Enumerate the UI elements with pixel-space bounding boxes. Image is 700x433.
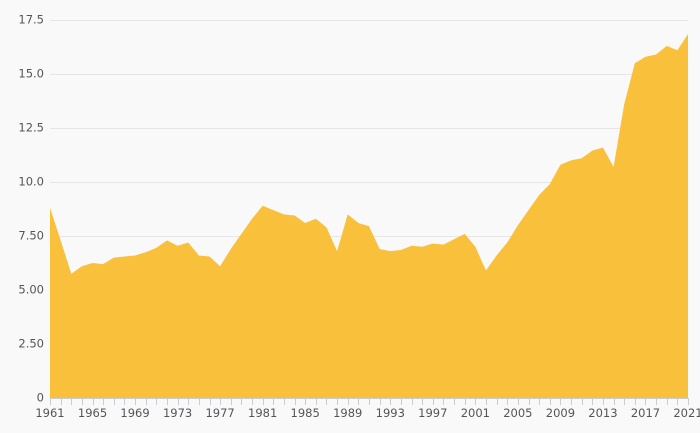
x-tick <box>103 398 105 405</box>
x-tick-label: 1981 <box>248 406 278 420</box>
x-tick <box>432 398 434 405</box>
x-tick <box>496 398 498 405</box>
x-tick-label: 2001 <box>460 406 490 420</box>
x-tick <box>262 398 264 405</box>
x-tick-label: 2021 <box>673 406 700 420</box>
x-tick <box>347 398 349 405</box>
x-tick <box>475 398 477 405</box>
x-axis: 1961 1965 1969 1973 1977 1981 1985 1989 1993 1997… <box>35 398 700 433</box>
x-tick <box>517 398 519 405</box>
x-tick <box>283 398 285 405</box>
x-tick-label: 1993 <box>375 406 405 420</box>
x-tick <box>337 398 339 405</box>
x-tick-label: 1997 <box>418 406 448 420</box>
x-tick <box>400 398 402 405</box>
x-tick <box>177 398 179 405</box>
y-tick-label: 5.00 <box>18 282 44 297</box>
x-tick <box>677 398 679 405</box>
x-tick-label: 2009 <box>545 406 576 420</box>
x-tick <box>294 398 296 405</box>
x-tick-label: 1969 <box>120 406 150 420</box>
x-tick <box>560 398 562 405</box>
x-tick <box>571 398 573 405</box>
x-tick <box>326 398 328 405</box>
x-tick <box>666 398 668 405</box>
x-tick-label: 1977 <box>205 406 235 420</box>
x-tick <box>230 398 232 405</box>
x-tick <box>507 398 509 405</box>
x-tick <box>592 398 594 405</box>
x-tick <box>71 398 73 405</box>
x-tick <box>315 398 317 405</box>
x-tick <box>454 398 456 405</box>
x-tick-label: 1985 <box>290 406 320 420</box>
x-tick <box>390 398 392 405</box>
x-tick <box>305 398 307 405</box>
x-tick <box>124 398 126 405</box>
x-tick <box>539 398 541 405</box>
y-tick-label: 2.50 <box>18 336 44 351</box>
x-tick <box>113 398 115 405</box>
x-tick <box>145 398 147 405</box>
x-tick <box>358 398 360 405</box>
x-tick-label: 2017 <box>630 406 661 420</box>
x-tick <box>369 398 370 405</box>
x-tick-label: 1989 <box>333 406 363 420</box>
x-tick <box>273 398 275 405</box>
x-tick <box>528 398 530 405</box>
x-tick <box>60 398 62 405</box>
y-tick-label: 15.0 <box>18 66 44 81</box>
x-tick <box>81 398 83 405</box>
x-tick <box>188 398 190 405</box>
x-tick-label: 2005 <box>503 406 533 420</box>
y-tick-label: 17.5 <box>18 12 44 27</box>
x-tick-label: 1965 <box>77 406 108 420</box>
x-tick <box>156 398 158 405</box>
x-tick-label: 1973 <box>162 406 193 420</box>
x-tick <box>645 398 647 405</box>
y-tick-label: 0 <box>36 390 44 405</box>
x-tick <box>411 398 413 405</box>
x-tick <box>602 398 604 405</box>
x-tick <box>443 398 445 405</box>
y-axis: 0 2.50 5.00 7.50 10.0 12.5 15.0 17.5 <box>0 0 44 433</box>
x-tick-label: 2013 <box>588 406 618 420</box>
x-tick <box>209 398 211 405</box>
area-series-path <box>50 34 688 398</box>
x-tick <box>464 398 466 405</box>
x-tick <box>198 398 200 405</box>
x-tick <box>485 398 487 405</box>
x-tick <box>379 398 381 405</box>
y-tick-label: 10.0 <box>18 174 44 189</box>
y-tick-label: 7.50 <box>18 228 44 243</box>
x-tick <box>220 398 222 405</box>
x-tick <box>92 398 94 405</box>
area-series <box>50 34 688 398</box>
x-tick <box>135 398 137 405</box>
y-tick-label: 12.5 <box>18 120 44 135</box>
x-tick-label: 1961 <box>35 406 65 420</box>
plot-area <box>50 20 688 398</box>
x-tick <box>581 398 583 405</box>
x-tick <box>634 398 636 405</box>
x-tick <box>241 398 243 405</box>
x-tick <box>166 398 168 405</box>
x-tick <box>656 398 658 405</box>
x-tick <box>688 398 689 405</box>
x-tick <box>252 398 254 405</box>
x-tick <box>613 398 615 405</box>
x-tick <box>624 398 626 405</box>
x-tick <box>50 398 51 405</box>
x-tick <box>422 398 424 405</box>
x-tick <box>549 398 551 405</box>
